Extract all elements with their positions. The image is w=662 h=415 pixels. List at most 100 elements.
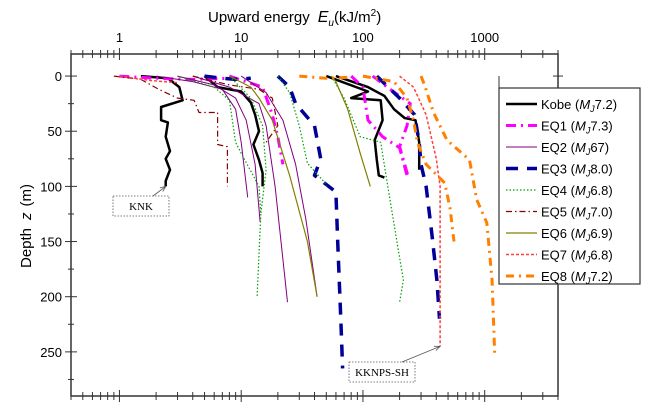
series-line-kobe — [140, 74, 184, 187]
x-tick-label: 10 — [234, 30, 248, 45]
legend-label-part: J — [585, 212, 591, 222]
legend-label-part: 6.9) — [590, 226, 612, 241]
series-line-eq4 — [177, 75, 262, 297]
legend-label-part: ( — [567, 119, 576, 134]
x-tick-label: 1000 — [470, 30, 499, 45]
legend-label-part: ( — [567, 140, 576, 155]
series-line-eq8 — [419, 75, 497, 358]
legend-label-part: EQ8 — [541, 269, 567, 284]
legend-label-part: ( — [567, 248, 576, 263]
legend-label-part: M — [575, 226, 586, 241]
legend-box — [498, 87, 641, 285]
legend-label-part: 6.8) — [590, 183, 612, 198]
plot-frame — [70, 53, 559, 397]
legend-label-part: J — [585, 255, 591, 265]
series-line-eq3 — [276, 74, 345, 369]
legend-label-part: EQ6 — [541, 226, 567, 241]
series-line-eq2 — [192, 75, 288, 303]
legend-label-part: 7.2) — [595, 97, 617, 112]
series-line-eq2 — [177, 75, 261, 222]
legend-label-part: J — [585, 233, 591, 243]
legend-label-part: ( — [567, 269, 576, 284]
series-line-eq1 — [119, 74, 230, 81]
series-line-eq5 — [113, 75, 228, 187]
legend-label-eq7: EQ7 (MJ6.8) — [541, 248, 613, 265]
legend-label-eq8: EQ8 (MJ7.2) — [541, 269, 613, 286]
legend-label-part: J — [585, 147, 591, 157]
series-line-eq2 — [240, 75, 318, 297]
legend-label-part: Kobe — [541, 97, 571, 112]
legend-label-part: M — [575, 205, 586, 220]
legend-label-part: EQ2 — [541, 140, 567, 155]
annotation-box — [112, 195, 170, 217]
legend-label-part: M — [575, 269, 586, 284]
legend-label-part: M — [575, 140, 586, 155]
legend-label-part: EQ5 — [541, 205, 567, 220]
series-line-eq8 — [362, 74, 456, 242]
legend-label-part: 6.8) — [590, 248, 612, 263]
legend-label-eq6: EQ6 (MJ6.9) — [541, 226, 613, 243]
legend-label-part: 8.0) — [590, 162, 612, 177]
legend-label-part: 7.3) — [590, 119, 612, 134]
legend-label-part: J — [585, 169, 591, 179]
legend-label-part: 7.2) — [590, 269, 612, 284]
legend-label-part: M — [575, 119, 586, 134]
x-tick-label: 100 — [352, 30, 374, 45]
legend-label-part: ( — [567, 205, 576, 220]
legend-label-eq1: EQ1 (MJ7.3) — [541, 119, 613, 136]
x-axis-title: Upward energy Eu(kJ/m2) — [208, 8, 381, 29]
legend-label-part: 7.0) — [590, 205, 612, 220]
legend-label-part: J — [585, 126, 591, 136]
series-line-eq3 — [204, 74, 251, 82]
y-tick-label: 0 — [55, 69, 62, 84]
legend-label-eq2: EQ2 (MJ67) — [541, 140, 609, 157]
legend-label-part: ( — [567, 226, 576, 241]
y-tick-label: 200 — [40, 290, 62, 305]
legend: Kobe (MJ7.2)EQ1 (MJ7.3)EQ2 (MJ67)EQ3 (MJ… — [498, 76, 641, 286]
series-line-eq4 — [330, 75, 404, 303]
annotation-arrow — [152, 186, 166, 197]
annotation-arrowhead — [159, 185, 167, 192]
y-axis-title: Depthz(m) — [18, 184, 35, 268]
annotation-arrowhead — [434, 345, 442, 351]
y-tick-label: 250 — [40, 345, 62, 360]
x-tick-label: 1 — [116, 30, 123, 45]
legend-label-part: EQ3 — [541, 162, 567, 177]
legend-label-part: J — [585, 276, 591, 286]
annotation-label: KKNPS-SH — [355, 367, 409, 379]
legend-label-part: ( — [567, 162, 576, 177]
series-line-eq6 — [330, 75, 371, 187]
y-tick-label: 150 — [40, 235, 62, 250]
legend-label-kobe: Kobe (MJ7.2) — [541, 97, 617, 114]
legend-label-part: J — [589, 104, 595, 114]
plot-lines — [113, 74, 497, 369]
y-tick-label: 50 — [48, 124, 62, 139]
legend-label-part: ( — [567, 183, 576, 198]
legend-label-part: EQ7 — [541, 248, 567, 263]
series-line-eq8 — [299, 74, 352, 80]
annotation-box — [348, 361, 416, 383]
series-line-eq4 — [228, 75, 267, 215]
legend-label-eq3: EQ3 (MJ8.0) — [541, 162, 613, 179]
legend-label-part: J — [585, 190, 591, 200]
legend-label-part: ( — [571, 97, 580, 112]
series-line-eq1 — [371, 74, 412, 177]
series-line-eq5 — [192, 75, 279, 143]
legend-label-part: EQ4 — [541, 183, 567, 198]
legend-label-eq5: EQ5 (MJ7.0) — [541, 205, 613, 222]
legend-label-eq4: EQ4 (MJ6.8) — [541, 183, 613, 200]
series-line-eq6 — [229, 75, 318, 297]
legend-label-part: M — [575, 183, 586, 198]
annotations: KNK KKNPS-SH — [112, 185, 442, 383]
series-line-kobe — [335, 74, 421, 170]
legend-label-part: M — [579, 97, 590, 112]
series-line-eq4 — [277, 75, 327, 187]
y-tick-label: 100 — [40, 179, 62, 194]
series-line-eq7 — [119, 75, 178, 84]
series-line-eq7 — [399, 75, 441, 347]
legend-label-part: 67) — [590, 140, 609, 155]
annotation-label: KNK — [129, 201, 153, 213]
annotation-arrow — [401, 345, 441, 363]
legend-label-part: EQ1 — [541, 119, 567, 134]
